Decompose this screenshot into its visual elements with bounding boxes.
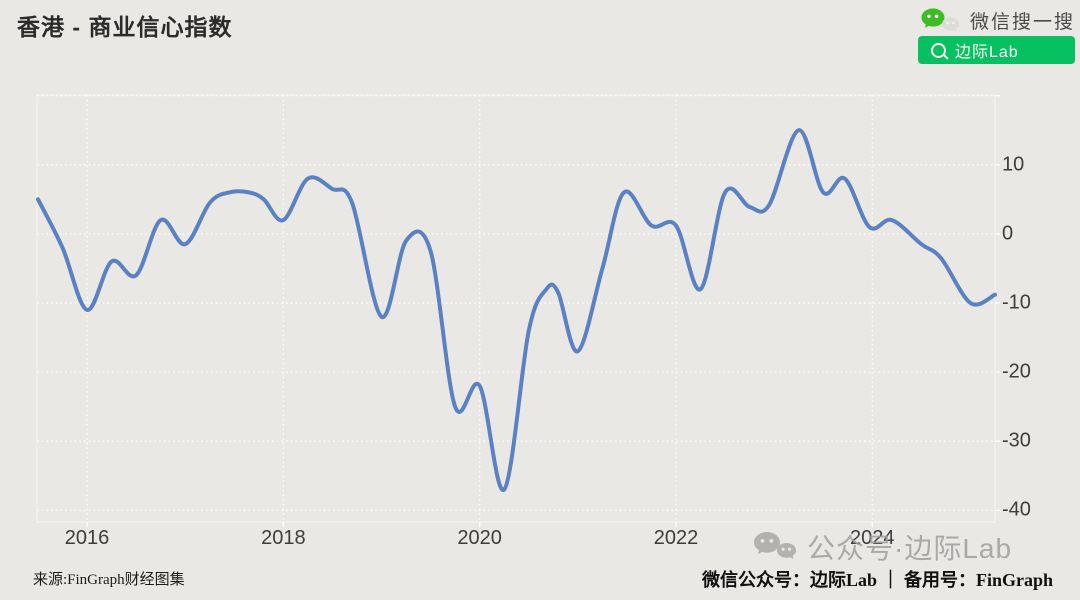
search-icon — [931, 42, 946, 58]
x-axis-label: 2020 — [457, 527, 502, 549]
source-note: 来源:FinGraph财经图集 — [33, 572, 185, 588]
watermark-text: 公众号·边际Lab — [807, 533, 1013, 564]
y-axis-label: 0 — [1002, 222, 1014, 245]
y-axis-label: -30 — [1002, 429, 1031, 452]
x-axis-label: 2024 — [850, 527, 895, 549]
page-title: 香港 - 商业信心指数 — [17, 14, 233, 40]
wechat-search-widget: 微信搜一搜 — [920, 7, 1075, 34]
confidence-line — [36, 128, 997, 492]
x-axis-label: 2018 — [261, 527, 306, 549]
x-axis-label: 2016 — [64, 527, 110, 549]
footer-accounts: 微信公众号：边际Lab ｜ 备用号：FinGraph — [701, 570, 1053, 590]
y-axis-label: -40 — [1002, 498, 1031, 521]
wechat-search-button[interactable]: 边际Lab — [918, 36, 1075, 64]
wechat-watermark-icon — [754, 532, 796, 559]
x-axis-label: 2022 — [653, 527, 699, 549]
watermark: 公众号·边际Lab — [752, 527, 1012, 567]
y-axis-label: -10 — [1002, 291, 1031, 314]
y-axis-label: -20 — [1002, 360, 1031, 383]
wechat-search-label: 微信搜一搜 — [969, 12, 1075, 33]
y-axis-label: 10 — [1002, 153, 1025, 176]
wechat-logo-icon — [921, 8, 959, 32]
search-button-label: 边际Lab — [955, 44, 1019, 61]
